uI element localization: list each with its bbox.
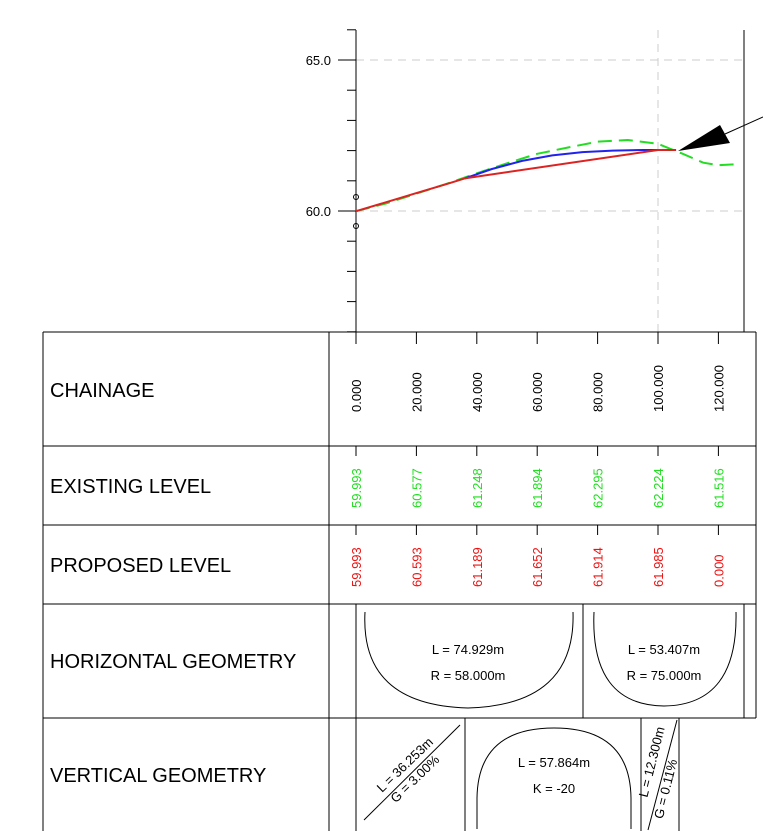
y-axis-minor-ticks	[347, 29, 356, 333]
hgeo-2-radius: R = 75.000m	[627, 668, 702, 683]
existing-level-value: 59.993	[349, 468, 364, 508]
chainage-value: 60.000	[530, 372, 545, 412]
profile-table	[42, 331, 757, 831]
proposed-level-value: 61.914	[591, 547, 606, 587]
pointer-arrow-icon	[678, 125, 730, 151]
existing-level-value: 61.516	[711, 468, 726, 508]
existing-level-value: 61.248	[470, 468, 485, 508]
existing-level-value: 60.577	[409, 468, 424, 508]
start-marker-lower	[353, 223, 359, 229]
profile-series	[355, 139, 737, 213]
chainage-values: 0.000 20.000 40.000 60.000 80.000 100.000 120.…	[349, 365, 726, 412]
horizontal-curve-2	[593, 611, 737, 707]
profile-plot: 65.0 60.0	[306, 29, 763, 333]
vertical-grade-line-2	[647, 719, 678, 831]
proposed-level-value: 61.652	[530, 547, 545, 587]
hgeo-2-length: L = 53.407m	[628, 642, 700, 657]
proposed-level-value: 61.985	[651, 547, 666, 587]
row-label-vertical-geometry: VERTICAL GEOMETRY	[50, 765, 266, 787]
proposed-level-value: 59.993	[349, 547, 364, 587]
proposed-level-values: 59.993 60.593 61.189 61.652 61.914 61.985 0.00…	[349, 547, 726, 587]
hgeo-1-length: L = 74.929m	[432, 642, 504, 657]
y-tick-label-65: 65.0	[306, 53, 331, 68]
pointer-arrow-leader	[724, 116, 763, 135]
chainage-value: 80.000	[591, 372, 606, 412]
profile-series-2	[464, 149, 658, 180]
chainage-value: 40.000	[470, 372, 485, 412]
chainage-ticks	[355, 332, 719, 535]
existing-level-values: 59.993 60.577 61.248 61.894 62.295 62.224 61.5…	[349, 468, 726, 508]
vertical-curve	[476, 727, 632, 829]
existing-level-value: 62.295	[591, 468, 606, 508]
vertical-grade-line-1	[363, 724, 461, 821]
start-marker-upper	[353, 194, 359, 200]
y-tick-label-60: 60.0	[306, 204, 331, 219]
chainage-value: 0.000	[349, 379, 364, 412]
row-label-horizontal-geometry: HORIZONTAL GEOMETRY	[50, 651, 296, 673]
hgeo-1-radius: R = 58.000m	[431, 668, 506, 683]
row-label-chainage: CHAINAGE	[50, 380, 154, 402]
proposed-level-value: 0.000	[711, 554, 726, 587]
horizontal-curve-1	[364, 611, 574, 709]
chainage-value: 100.000	[651, 365, 666, 412]
chainage-value: 120.000	[711, 365, 726, 412]
row-label-existing-level: EXISTING LEVEL	[50, 476, 211, 498]
existing-level-value: 62.224	[651, 468, 666, 508]
proposed-level-value: 61.189	[470, 547, 485, 587]
vgeo-curve-length: L = 57.864m	[518, 755, 590, 770]
proposed-level-value: 60.593	[409, 547, 424, 587]
existing-level-value: 61.894	[530, 468, 545, 508]
row-label-proposed-level: PROPOSED LEVEL	[50, 555, 231, 577]
vgeo-curve-k: K = -20	[533, 781, 575, 796]
profile-series-3	[355, 149, 677, 213]
chainage-value: 20.000	[409, 372, 424, 412]
